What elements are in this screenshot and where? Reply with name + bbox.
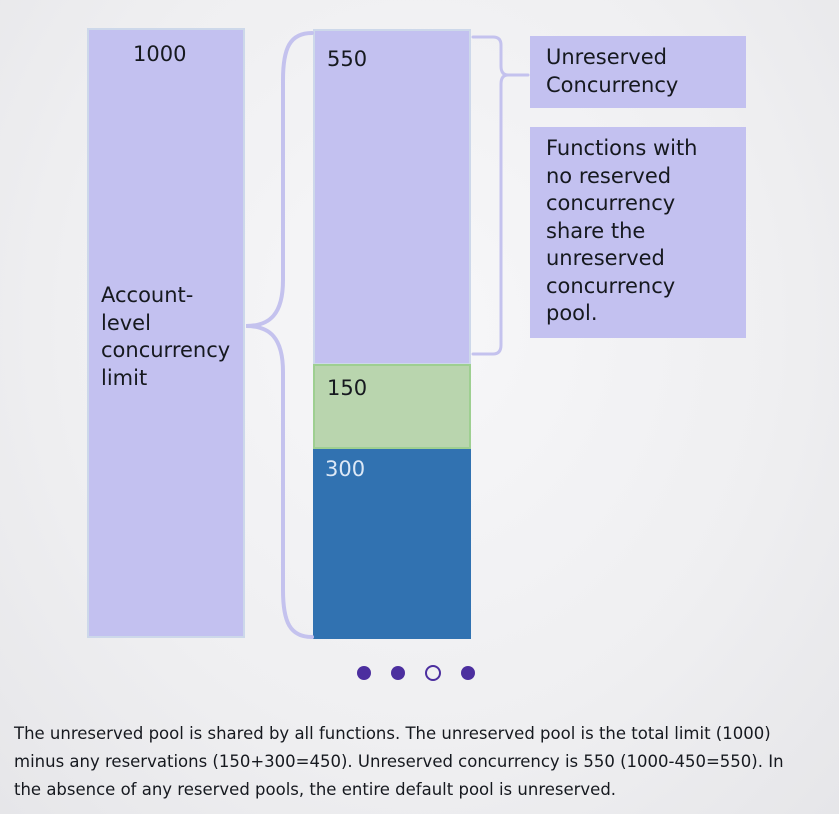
unreserved-value: 550 bbox=[327, 47, 368, 71]
carousel-pagination bbox=[353, 664, 479, 684]
carousel-dot-4[interactable] bbox=[461, 666, 475, 680]
account-limit-label-line-3: concurrency bbox=[101, 338, 231, 362]
account-limit-value: 1000 bbox=[133, 42, 187, 66]
slide-caption: The unreserved pool is shared by all fun… bbox=[14, 724, 784, 799]
account-limit-box: 1000 Account- level concurrency limit bbox=[87, 28, 245, 638]
account-limit-label-line-1: Account- bbox=[101, 283, 194, 307]
account-limit-label-line-2: level bbox=[101, 310, 151, 335]
account-limit-label: Account- level concurrency limit bbox=[101, 282, 230, 392]
carousel-dot-1[interactable] bbox=[357, 666, 371, 680]
reserved-segment-300: 300 bbox=[313, 449, 471, 639]
reserved-segment-150: 150 bbox=[313, 364, 471, 449]
carousel-dot-3-active[interactable] bbox=[425, 665, 441, 681]
reserved-value-150: 150 bbox=[327, 376, 368, 400]
account-limit-label-line-4: limit bbox=[101, 365, 148, 390]
unreserved-segment: 550 bbox=[313, 29, 471, 365]
large-curly-brace bbox=[245, 31, 314, 639]
unreserved-pool-description: Functions with no reserved concurrency s… bbox=[530, 127, 746, 338]
reserved-value-300: 300 bbox=[325, 457, 366, 481]
unreserved-concurrency-callout: Unreserved Concurrency bbox=[530, 36, 746, 108]
unreserved-bracket bbox=[471, 35, 530, 356]
carousel-dot-2[interactable] bbox=[391, 666, 405, 680]
